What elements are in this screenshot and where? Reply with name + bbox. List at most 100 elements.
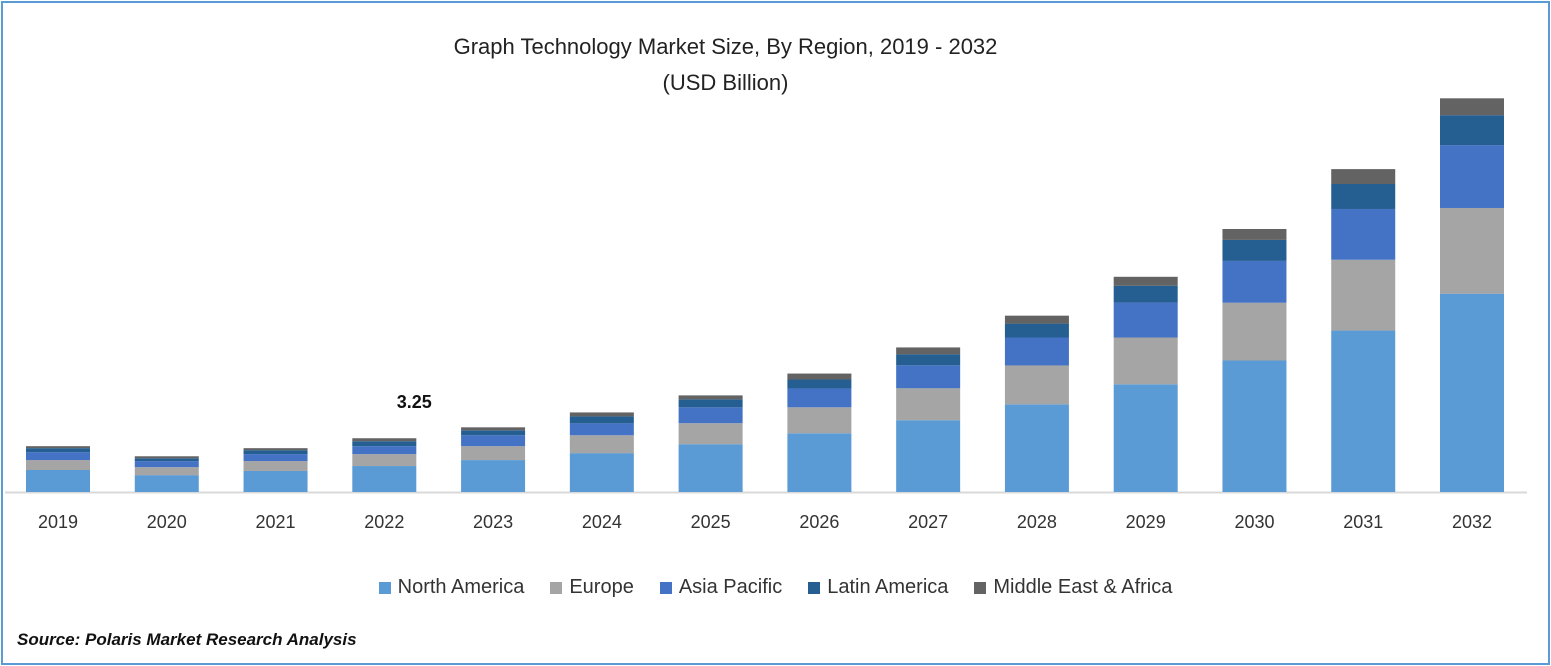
bar-segment-europe-2019 bbox=[26, 460, 90, 470]
legend-item: North America bbox=[378, 576, 524, 599]
bar-segment-asia-pacific-2021 bbox=[243, 454, 308, 462]
bar-segment-europe-2027 bbox=[896, 388, 961, 421]
data-label: 3.25 bbox=[397, 392, 432, 412]
bar-segment-latin-america-2032 bbox=[1440, 115, 1504, 146]
bar-segment-asia-pacific-2019 bbox=[26, 452, 90, 461]
bar-segment-europe-2022 bbox=[352, 454, 417, 467]
bar-segment-north-america-2019 bbox=[26, 469, 90, 492]
bar-segment-asia-pacific-2025 bbox=[678, 407, 743, 424]
bar-segment-latin-america-2027 bbox=[896, 354, 961, 366]
x-tick-label: 2019 bbox=[38, 512, 78, 532]
bar-segment-latin-america-2023 bbox=[461, 430, 526, 436]
bar-segment-latin-america-2020 bbox=[134, 458, 199, 462]
x-tick-label: 2030 bbox=[1234, 512, 1274, 532]
bar-segment-europe-2025 bbox=[678, 423, 743, 445]
source-note: Source: Polaris Market Research Analysis bbox=[17, 630, 357, 649]
legend-item: Latin America bbox=[808, 576, 948, 599]
legend-item: Europe bbox=[550, 576, 634, 599]
bar-segment-asia-pacific-2027 bbox=[896, 365, 961, 389]
bar-segment-middle-east-africa-2031 bbox=[1331, 169, 1396, 184]
bar-segment-north-america-2024 bbox=[569, 453, 634, 492]
bar-segment-latin-america-2030 bbox=[1222, 239, 1287, 261]
bar-segment-europe-2029 bbox=[1113, 337, 1178, 385]
bar-segment-europe-2031 bbox=[1331, 259, 1396, 331]
x-tick-label: 2023 bbox=[473, 512, 513, 532]
bar-segment-europe-2032 bbox=[1440, 207, 1504, 294]
bar-segment-middle-east-africa-2024 bbox=[569, 412, 634, 417]
bar-segment-north-america-2021 bbox=[243, 470, 308, 492]
bar-segment-north-america-2020 bbox=[134, 475, 199, 492]
bar-segment-asia-pacific-2028 bbox=[1004, 337, 1069, 366]
legend-label: Middle East & Africa bbox=[993, 576, 1173, 598]
bar-segment-north-america-2025 bbox=[678, 444, 743, 492]
x-tick-label: 2031 bbox=[1343, 512, 1383, 532]
bar-segment-middle-east-africa-2030 bbox=[1222, 228, 1287, 240]
bar-segment-latin-america-2021 bbox=[243, 450, 308, 455]
legend-swatch bbox=[378, 581, 391, 594]
bar-segment-latin-america-2026 bbox=[787, 379, 852, 389]
bar-segment-middle-east-africa-2020 bbox=[134, 456, 199, 459]
bar-segment-north-america-2027 bbox=[896, 420, 961, 492]
bar-segment-europe-2021 bbox=[243, 461, 308, 471]
legend-item: Middle East & Africa bbox=[974, 576, 1172, 599]
chart-subtitle: (USD Billion) bbox=[662, 70, 789, 95]
bar-segment-latin-america-2029 bbox=[1113, 285, 1178, 303]
bar-segment-asia-pacific-2029 bbox=[1113, 302, 1178, 338]
bar-segment-north-america-2031 bbox=[1331, 330, 1396, 492]
bar-segment-middle-east-africa-2026 bbox=[787, 373, 852, 380]
bar-segment-middle-east-africa-2029 bbox=[1113, 276, 1178, 286]
legend-swatch bbox=[974, 581, 987, 594]
bar-segment-north-america-2028 bbox=[1004, 404, 1069, 492]
x-tick-label: 2027 bbox=[908, 512, 948, 532]
bar-segment-latin-america-2028 bbox=[1004, 323, 1069, 338]
bar-segment-asia-pacific-2023 bbox=[461, 435, 526, 447]
legend-swatch bbox=[550, 581, 563, 594]
legend-swatch bbox=[659, 581, 672, 594]
legend-item: Asia Pacific bbox=[659, 576, 783, 599]
bar-segment-latin-america-2019 bbox=[26, 448, 90, 453]
bar-segment-europe-2026 bbox=[787, 407, 852, 434]
bar-segment-middle-east-africa-2022 bbox=[352, 438, 417, 442]
legend-label: Europe bbox=[569, 576, 634, 598]
bar-segment-latin-america-2024 bbox=[569, 416, 634, 424]
x-tick-label: 2022 bbox=[364, 512, 404, 532]
bar-segment-north-america-2023 bbox=[461, 460, 526, 492]
bar-segment-north-america-2032 bbox=[1440, 293, 1504, 492]
bar-segment-europe-2028 bbox=[1004, 365, 1069, 405]
bar-segment-middle-east-africa-2023 bbox=[461, 427, 526, 431]
bar-segment-latin-america-2025 bbox=[678, 399, 743, 408]
bar-segment-middle-east-africa-2025 bbox=[678, 395, 743, 400]
bar-segment-latin-america-2031 bbox=[1331, 183, 1396, 209]
legend-swatch bbox=[808, 581, 821, 594]
bar-segment-europe-2020 bbox=[134, 467, 199, 476]
bar-segment-middle-east-africa-2021 bbox=[243, 448, 308, 451]
x-tick-label: 2026 bbox=[799, 512, 839, 532]
x-tick-label: 2024 bbox=[582, 512, 622, 532]
bar-segment-europe-2030 bbox=[1222, 302, 1287, 361]
bar-segment-asia-pacific-2024 bbox=[569, 423, 634, 436]
bar-segment-middle-east-africa-2019 bbox=[26, 446, 90, 449]
bar-segment-asia-pacific-2026 bbox=[787, 388, 852, 408]
bar-segment-latin-america-2022 bbox=[352, 441, 417, 447]
x-tick-label: 2028 bbox=[1017, 512, 1057, 532]
x-tick-label: 2020 bbox=[147, 512, 187, 532]
chart-title: Graph Technology Market Size, By Region,… bbox=[453, 34, 998, 59]
bar-segment-north-america-2030 bbox=[1222, 360, 1287, 492]
bar-segment-asia-pacific-2020 bbox=[134, 461, 199, 468]
bar-segment-middle-east-africa-2032 bbox=[1440, 98, 1504, 116]
x-tick-label: 2029 bbox=[1126, 512, 1166, 532]
legend: North America Europe Asia Pacific Latin Ame… bbox=[0, 576, 1551, 599]
x-tick-label: 2021 bbox=[256, 512, 296, 532]
legend-label: Latin America bbox=[827, 576, 949, 598]
legend-label: Asia Pacific bbox=[678, 576, 783, 598]
bar-chart: 2019 2020 2021 2022 3.25 2023 2024 2025 2026 2027… bbox=[5, 98, 1527, 532]
bar-segment-north-america-2026 bbox=[787, 433, 852, 492]
bar-segment-asia-pacific-2022 bbox=[352, 446, 417, 455]
bar-segment-asia-pacific-2030 bbox=[1222, 260, 1287, 303]
x-tick-label: 2025 bbox=[691, 512, 731, 532]
bar-segment-middle-east-africa-2027 bbox=[896, 347, 961, 355]
x-tick-label: 2032 bbox=[1452, 512, 1492, 532]
bar-segment-middle-east-africa-2028 bbox=[1004, 315, 1069, 324]
bar-segment-asia-pacific-2032 bbox=[1440, 145, 1504, 208]
